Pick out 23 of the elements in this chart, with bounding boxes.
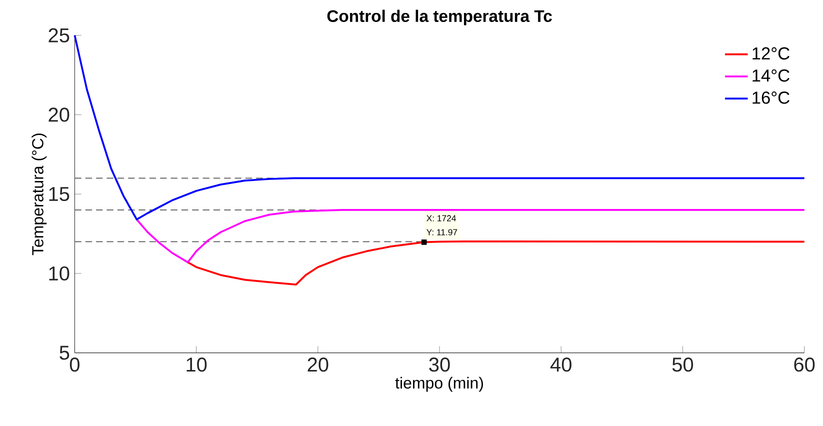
y-tick-label: 5	[60, 346, 70, 360]
chart-title: Control de la temperatura Tc	[327, 10, 552, 26]
y-tick-label: 20	[48, 108, 70, 122]
y-tick-label: 10	[49, 266, 70, 280]
y-tick-label: 15	[49, 187, 70, 201]
line-series	[136, 208, 806, 264]
x-tick-label: 30	[429, 357, 450, 372]
x-tick-label: 60	[794, 357, 815, 372]
x-axis-title: tiempo (min)	[395, 376, 483, 392]
legend-label: 12°C	[752, 47, 790, 60]
line-series	[186, 239, 806, 286]
y-tick-label: 25	[48, 28, 70, 42]
x-tick-label: 0	[70, 357, 80, 372]
legend-label: 14°C	[752, 69, 790, 82]
x-tick-label: 50	[672, 357, 694, 372]
x-tick-label: 10	[186, 357, 207, 372]
y-axis-title: Temperatura (°C)	[32, 134, 47, 256]
x-tick-label: 20	[308, 357, 328, 372]
x-tick-label: 40	[550, 357, 572, 372]
line-series	[74, 34, 806, 220]
legend-label: 16°C	[752, 91, 790, 104]
annotation: X: 1724	[426, 215, 456, 222]
annotation: Y: 11.97	[426, 229, 458, 236]
